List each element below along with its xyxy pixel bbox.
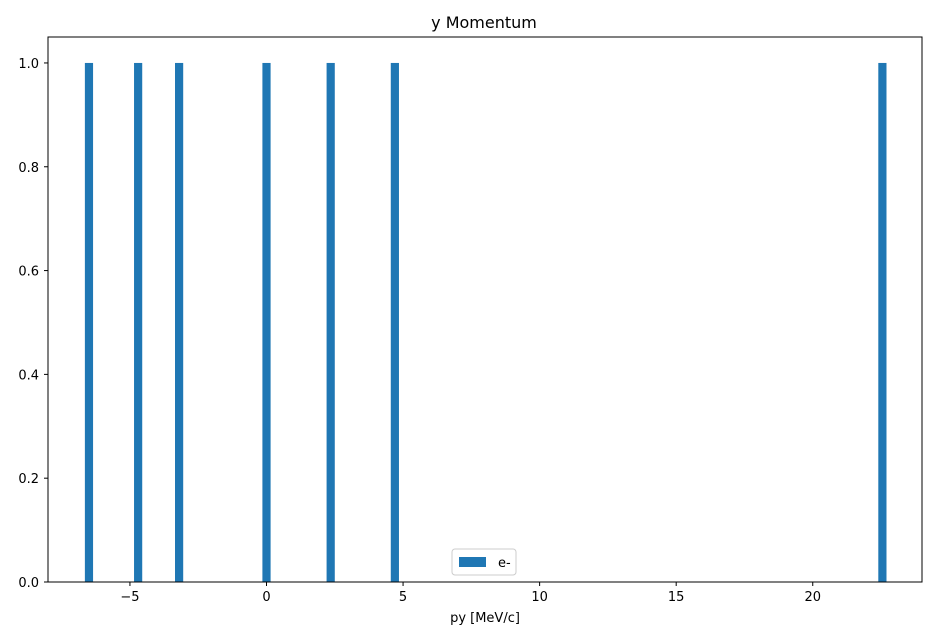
y-tick-label: 0.6 bbox=[18, 265, 39, 280]
x-tick-label: 5 bbox=[399, 590, 407, 605]
x-axis-ticks: −5 0 5 10 15 20 bbox=[120, 582, 821, 605]
x-tick-label: 0 bbox=[262, 590, 270, 605]
x-axis-label: py [MeV/c] bbox=[450, 611, 520, 626]
legend: e- bbox=[451, 548, 517, 576]
y-tick-label: 0.4 bbox=[18, 368, 39, 383]
legend-swatch bbox=[459, 557, 486, 567]
y-tick-label: 0.8 bbox=[18, 161, 39, 176]
x-tick-label: 20 bbox=[804, 590, 821, 605]
x-tick-label: 10 bbox=[531, 590, 548, 605]
plot-frame bbox=[47, 36, 923, 583]
x-tick-label: −5 bbox=[120, 590, 139, 605]
y-axis-ticks: 0.0 0.2 0.4 0.6 0.8 1.0 bbox=[18, 57, 48, 591]
histogram-bar bbox=[262, 62, 271, 582]
chart-title: y Momentum bbox=[431, 13, 537, 32]
y-tick-label: 0.0 bbox=[18, 576, 39, 591]
bars-group bbox=[84, 62, 887, 582]
legend-label: e- bbox=[498, 556, 511, 571]
histogram-bar bbox=[878, 62, 887, 582]
y-tick-label: 0.2 bbox=[18, 472, 39, 487]
histogram-bar bbox=[134, 62, 143, 582]
histogram-bar bbox=[326, 62, 335, 582]
histogram-bar bbox=[84, 62, 94, 582]
x-tick-label: 15 bbox=[668, 590, 685, 605]
y-tick-label: 1.0 bbox=[18, 57, 39, 72]
histogram-bar bbox=[390, 62, 399, 582]
histogram-bar bbox=[175, 62, 184, 582]
